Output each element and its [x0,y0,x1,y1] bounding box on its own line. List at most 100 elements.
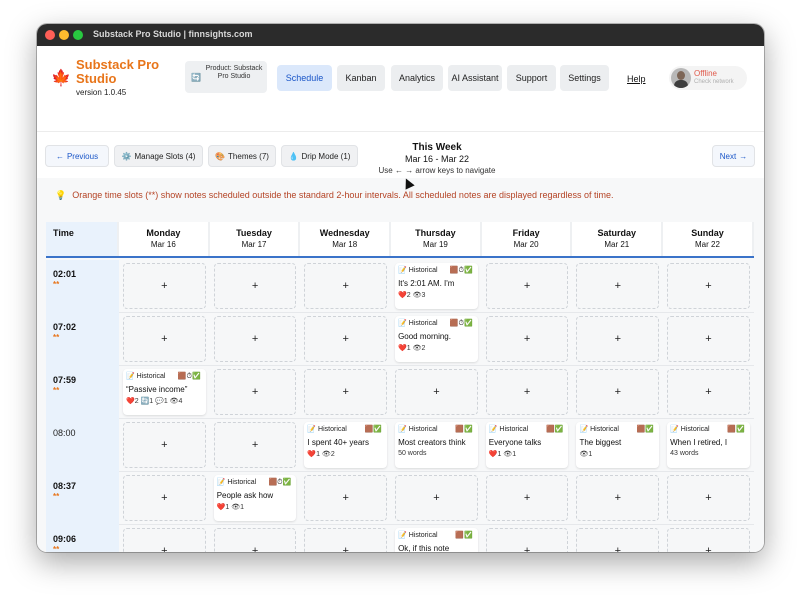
note-icon: 📝 [398,426,409,433]
note-stats: ❤️1 👁1 [488,451,517,458]
scheduled-note-card[interactable]: 📝 Historical 🟫✅ Most creators think 50 word… [395,422,478,468]
scheduled-note-card[interactable]: 📝 Historical 🟫✅ Ok, if this note [395,528,478,552]
time-cell: 02:01 ** [46,260,119,313]
add-note-slot[interactable]: + [304,316,388,362]
scheduled-note-card[interactable]: 📝 Historical 🟫⏱✅ It's 2:01 AM. I'm ❤️2 👁3 [395,263,478,309]
time-cell: 09:06 ** [46,525,119,552]
add-note-slot[interactable]: + [395,475,478,521]
day-cell: + [210,260,301,313]
day-cell: + [300,366,391,419]
gear-icon: ⚙️ [121,151,132,161]
title-bar: Substack Pro Studio | finnsights.com [37,24,764,46]
note-icon: 📝 [216,479,228,486]
note-stats: 43 words [670,450,699,457]
add-note-slot[interactable]: + [576,369,660,415]
add-note-slot[interactable]: + [667,263,750,309]
note-tag: Historical [136,373,166,380]
minimize-window-button[interactable] [59,30,69,40]
nav-support[interactable]: Support [507,65,556,91]
add-note-slot[interactable]: + [485,369,569,415]
time-value: 08:37 [53,481,77,491]
zoom-window-button[interactable] [73,30,83,40]
note-status-icons: 🟫⏱✅ [449,267,473,274]
help-link[interactable]: Help [627,74,646,84]
nav-analytics[interactable]: Analytics [391,65,443,91]
add-note-slot[interactable]: + [213,316,297,362]
note-tag: Historical [227,479,257,486]
time-cell: 07:59 ** [46,366,119,419]
day-cell: 📝 Historical 🟫✅ Ok, if this note [391,525,482,552]
maple-leaf-logo-icon: 🍁 [51,70,71,87]
nav-kanban[interactable]: Kanban [337,65,385,91]
add-note-slot[interactable]: + [667,475,750,521]
add-note-slot[interactable]: + [304,475,388,521]
add-note-slot[interactable]: + [123,422,206,468]
add-note-slot[interactable]: + [485,263,569,309]
window-title: Substack Pro Studio | finnsights.com [93,29,253,39]
scheduled-note-card[interactable]: 📝 Historical 🟫⏱✅ “Passive income” ❤️2 🔄1 💬1… [123,369,206,415]
day-cell: 📝 Historical 🟫✅ When I retired, I 43 words [663,419,754,472]
previous-week-button[interactable]: ← Previous [45,145,109,167]
day-cell: 📝 Historical 🟫✅ Everyone talks ❤️1 👁1 [482,419,573,472]
note-status-icons: 🟫✅ [727,426,745,433]
day-cell: + [663,525,754,552]
add-note-slot[interactable]: + [213,528,297,552]
add-note-slot[interactable]: + [123,263,206,309]
nav-ai-assistant[interactable]: AI Assistant [448,65,502,91]
add-note-slot[interactable]: + [304,263,388,309]
close-window-button[interactable] [45,30,55,40]
add-note-slot[interactable]: + [576,528,660,552]
note-text: It's 2:01 AM. I'm [398,279,455,288]
add-note-slot[interactable]: + [667,369,750,415]
scheduled-note-card[interactable]: 📝 Historical 🟫⏱✅ Good morning. ❤️1 👁2 [395,316,478,362]
note-status-icons: 🟫⏱✅ [177,373,201,380]
add-note-slot[interactable]: + [304,528,388,552]
note-stats: 👁1 [579,451,593,458]
add-note-slot[interactable]: + [123,528,206,552]
add-note-slot[interactable]: + [123,316,206,362]
scheduled-note-card[interactable]: 📝 Historical 🟫✅ Everyone talks ❤️1 👁1 [485,422,569,468]
add-note-slot[interactable]: + [667,528,750,552]
scheduled-note-card[interactable]: 📝 Historical 🟫✅ The biggest 👁1 [576,422,660,468]
day-header: Thursday Mar 19 [391,222,482,256]
day-cell: 📝 Historical 🟫⏱✅ People ask how ❤️1 👁1 [210,472,301,525]
note-status-icons: 🟫✅ [636,426,655,433]
add-note-slot[interactable]: + [485,528,569,552]
add-note-slot[interactable]: + [485,475,569,521]
day-cell: + [663,313,754,366]
day-cell: + [210,366,301,419]
product-selector[interactable]: 🔄 Product: Substack Pro Studio [185,61,267,93]
day-cell: + [119,419,210,472]
note-header: 📝 Historical 🟫✅ [307,425,384,435]
add-note-slot[interactable]: + [123,475,206,521]
week-title: This Week Mar 16 - Mar 22 Use ← → arrow … [327,142,547,175]
add-note-slot[interactable]: + [213,369,297,415]
add-note-slot[interactable]: + [485,316,569,362]
day-cell: + [300,472,391,525]
scheduled-note-card[interactable]: 📝 Historical 🟫✅ When I retired, I 43 words [667,422,750,468]
add-note-slot[interactable]: + [395,369,478,415]
add-note-slot[interactable]: + [213,422,297,468]
next-week-button[interactable]: Next → [712,145,755,167]
add-note-slot[interactable]: + [576,475,660,521]
day-date: Mar 20 [513,240,539,249]
add-note-slot[interactable]: + [576,263,660,309]
add-note-slot[interactable]: + [667,316,750,362]
day-header: Saturday Mar 21 [572,222,664,256]
connection-status[interactable]: Offline Check network [669,66,747,90]
time-row: 07:59 ** 📝 Historical 🟫⏱✅ “Passive income” ❤️… [46,366,754,419]
add-note-slot[interactable]: + [304,369,388,415]
add-note-slot[interactable]: + [576,316,660,362]
nav-settings[interactable]: Settings [560,65,609,91]
nav-schedule[interactable]: Schedule [277,65,332,91]
add-note-slot[interactable]: + [213,263,297,309]
drip-mode-button[interactable]: 💧 Drip Mode (1) [281,145,358,167]
scheduled-note-card[interactable]: 📝 Historical 🟫⏱✅ People ask how ❤️1 👁1 [213,475,297,521]
scheduled-note-card[interactable]: 📝 Historical 🟫✅ I spent 40+ years ❤️1 👁2 [304,422,388,468]
note-icon: 📝 [398,267,409,274]
note-text: I spent 40+ years [307,438,369,447]
themes-button[interactable]: 🎨 Themes (7) [208,145,276,167]
day-cell: + [572,525,663,552]
manage-slots-button[interactable]: ⚙️ Manage Slots (4) [114,145,203,167]
note-header: 📝 Historical 🟫⏱✅ [398,319,475,329]
